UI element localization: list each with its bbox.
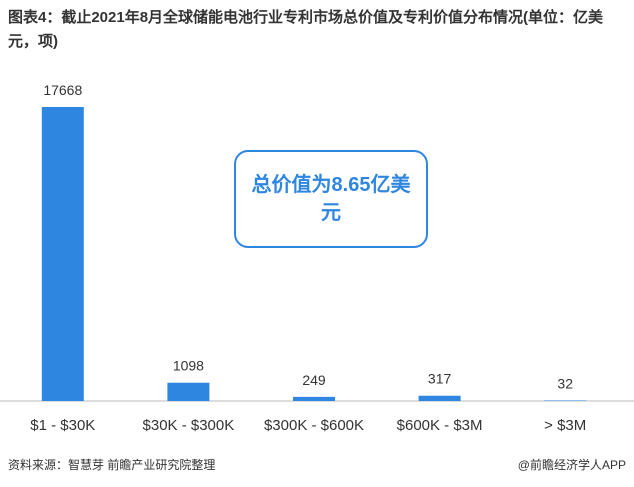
bar [293,396,335,401]
value-label: 317 [428,371,452,387]
bar [41,107,84,401]
bar [544,400,587,401]
annotation-box: 总价值为8.65亿美元 [234,150,428,248]
chart-title: 图表4：截止2021年8月全球储能电池行业专利市场总价值及专利价值分布情况(单位… [8,9,604,50]
annotation: 总价值为8.65亿美元 [251,174,411,224]
brand: @前瞻经济学人APP [517,458,626,472]
value-label: 32 [557,375,573,391]
value-label: 249 [302,372,326,388]
x-tick-label: $300K - $600K [264,417,364,434]
x-tick-label: $600K - $3M [397,417,483,434]
value-label: 1098 [173,358,204,374]
x-tick-label: $1 - $30K [30,417,95,434]
bar [167,382,210,401]
bar [418,395,461,401]
x-tick-label: $30K - $300K [143,417,235,434]
source: 资料来源：智慧芽 前瞻产业研究院整理 [8,458,216,472]
x-tick-label: > $3M [544,417,586,434]
value-label: 17668 [43,82,82,98]
